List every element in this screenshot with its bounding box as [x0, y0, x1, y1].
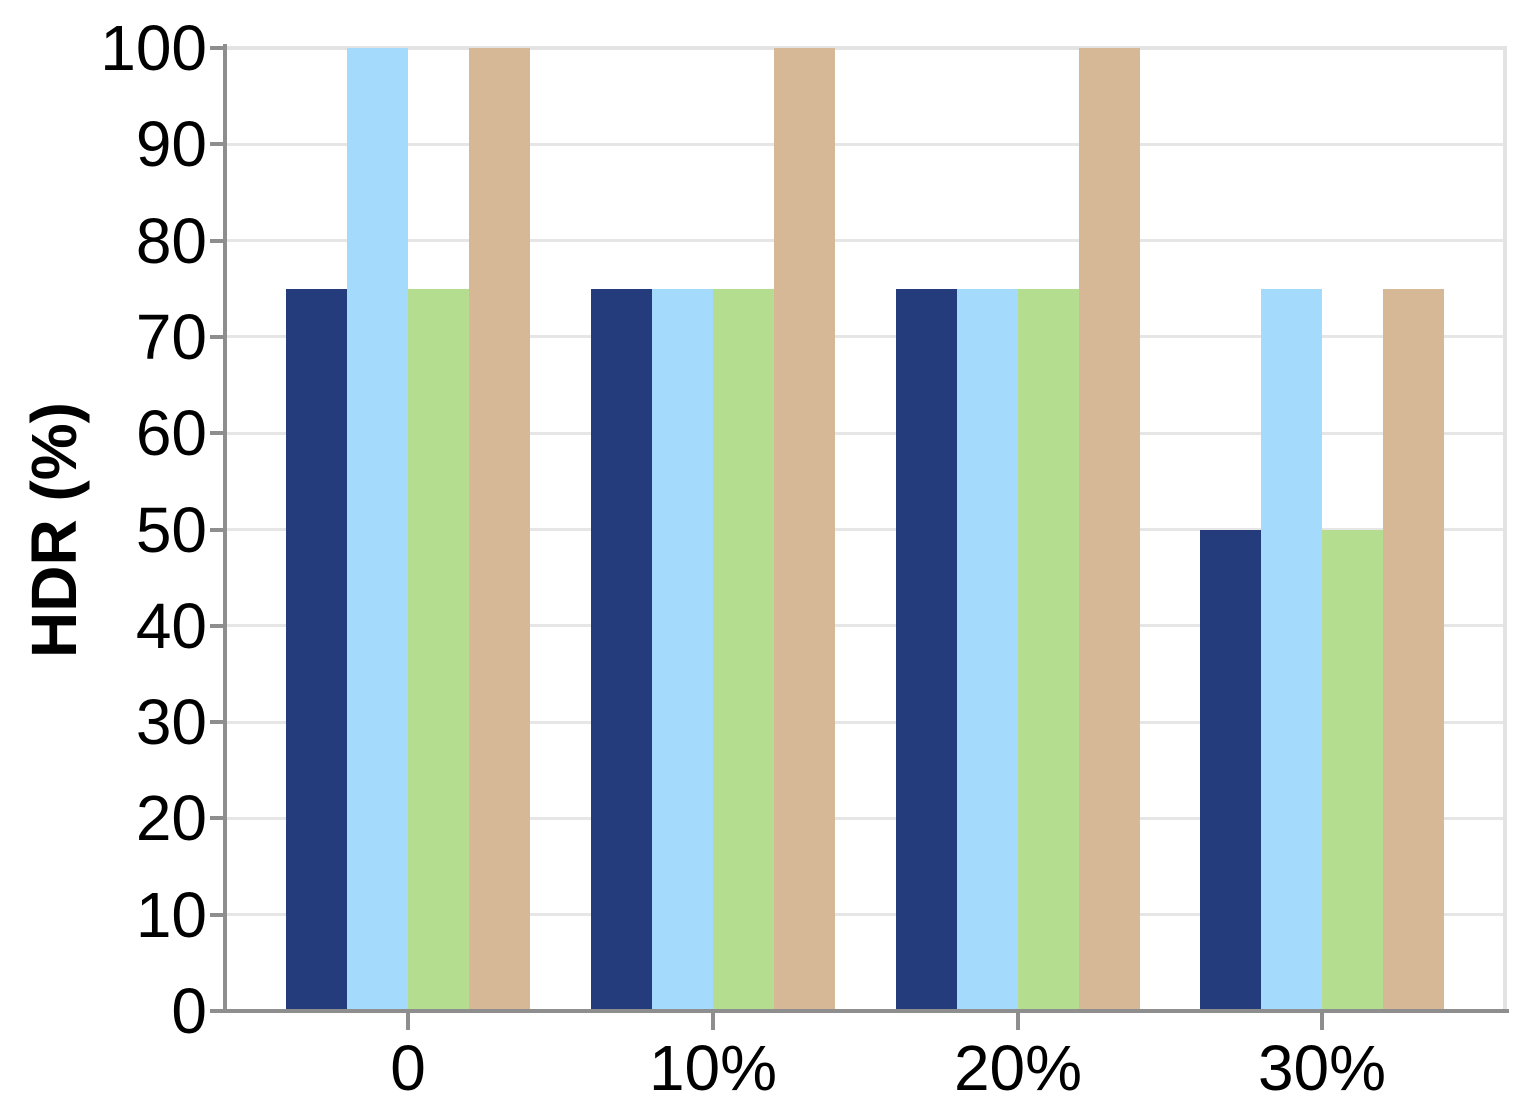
gridline-y-30 [226, 720, 1507, 724]
gridline-y-70 [226, 335, 1507, 339]
plot-frame-right [1503, 46, 1507, 1011]
x-tick-0 [406, 1011, 410, 1030]
y-tick-80 [210, 238, 226, 243]
y-tick-30 [210, 720, 226, 725]
plot-area [226, 48, 1507, 1011]
y-axis-label: HDR (%) [18, 402, 90, 658]
y-tick-label-50: 50 [135, 493, 207, 566]
gridline-y-80 [226, 239, 1507, 243]
gridline-y-90 [226, 142, 1507, 146]
y-tick-label-40: 40 [135, 589, 207, 662]
y-tick-20 [210, 816, 226, 821]
bar-tan-30% [1383, 288, 1444, 1011]
y-tick-10 [210, 912, 226, 917]
x-tick-30% [1320, 1011, 1324, 1030]
y-tick-label-90: 90 [135, 108, 207, 181]
x-axis-line [223, 1009, 1509, 1013]
gridline-y-20 [226, 816, 1507, 820]
bar-tan-10% [774, 48, 835, 1011]
y-tick-90 [210, 142, 226, 147]
bar-green-20% [1018, 288, 1079, 1011]
y-tick-label-80: 80 [135, 204, 207, 277]
bar-navy-10% [591, 288, 652, 1011]
bar-light-blue-20% [957, 288, 1018, 1011]
bar-light-blue-0 [347, 48, 408, 1011]
gridline-y-40 [226, 624, 1507, 628]
bar-green-30% [1322, 529, 1383, 1011]
y-tick-0 [210, 1009, 226, 1013]
bar-green-10% [713, 288, 774, 1011]
x-tick-label-30%: 30% [1257, 1032, 1387, 1104]
bar-light-blue-30% [1261, 288, 1322, 1011]
x-tick-10% [711, 1011, 715, 1030]
plot-frame-top [226, 46, 1507, 50]
gridline-y-50 [226, 528, 1507, 531]
bar-light-blue-10% [652, 288, 713, 1011]
bar-navy-30% [1200, 529, 1261, 1011]
x-tick-label-0: 0 [390, 1032, 426, 1104]
bar-navy-20% [896, 288, 957, 1011]
y-tick-label-10: 10 [135, 878, 207, 951]
y-tick-label-20: 20 [135, 782, 207, 855]
y-tick-label-100: 100 [100, 12, 207, 84]
y-tick-label-30: 30 [135, 686, 207, 759]
bar-tan-20% [1079, 48, 1140, 1011]
y-tick-60 [210, 431, 226, 436]
bar-navy-0 [286, 288, 347, 1011]
y-tick-label-0: 0 [171, 975, 207, 1047]
y-tick-100 [210, 46, 226, 50]
y-tick-label-60: 60 [135, 397, 207, 470]
y-tick-70 [210, 334, 226, 339]
x-tick-20% [1016, 1011, 1020, 1030]
x-tick-label-10%: 10% [648, 1032, 778, 1104]
y-tick-40 [210, 623, 226, 628]
gridline-y-60 [226, 431, 1507, 435]
bar-green-0 [408, 288, 469, 1011]
bar-tan-0 [469, 48, 530, 1011]
y-tick-50 [210, 527, 226, 532]
gridline-y-10 [226, 913, 1507, 917]
y-tick-label-70: 70 [135, 300, 207, 373]
x-tick-label-20%: 20% [953, 1032, 1083, 1104]
